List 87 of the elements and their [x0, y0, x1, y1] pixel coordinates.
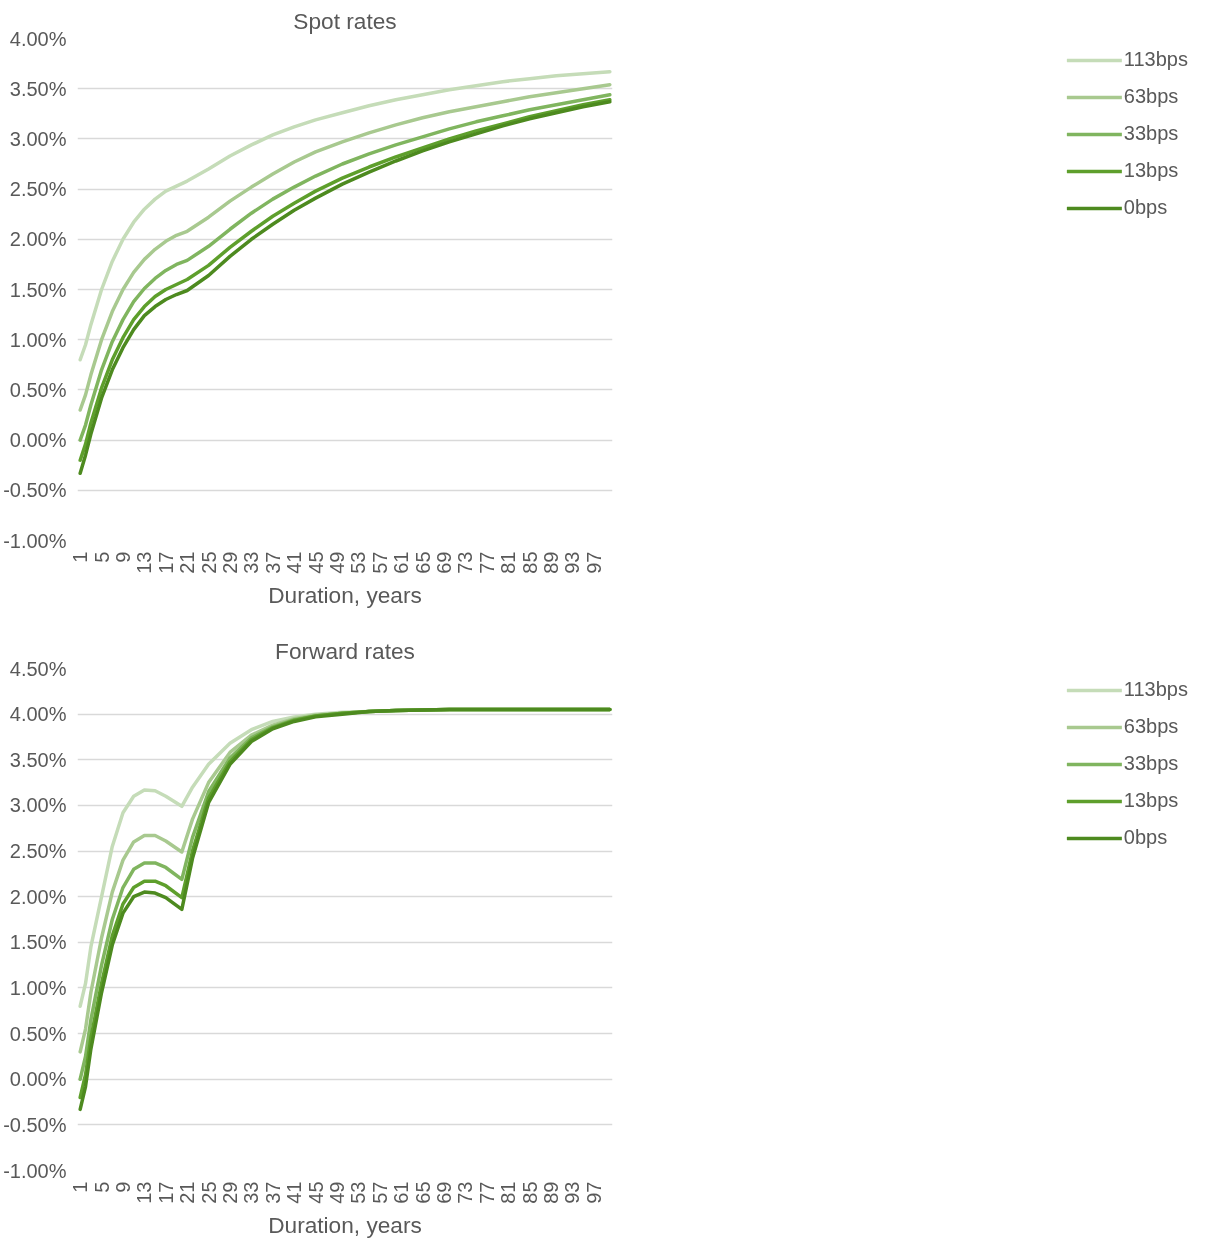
y-tick-label: 0.00%: [9, 429, 67, 452]
x-tick-label: 89: [539, 1181, 562, 1204]
x-tick-label: 1: [69, 1181, 92, 1193]
x-tick-label: 93: [561, 551, 584, 574]
x-tick-label: 49: [325, 1181, 348, 1204]
y-tick-label: 2.00%: [9, 228, 67, 251]
x-tick-label: 69: [432, 551, 455, 574]
x-tick-label: 13: [133, 1181, 156, 1204]
y-tick-label: 4.00%: [9, 27, 67, 50]
y-tick-label: 3.00%: [9, 127, 67, 150]
y-tick-label: 4.50%: [9, 657, 67, 680]
x-tick-label: 45: [304, 1181, 327, 1204]
x-tick-label: 13: [133, 551, 156, 574]
y-tick-label: 2.50%: [9, 178, 67, 201]
y-tick-label: 1.50%: [9, 278, 67, 301]
chart-title: Forward rates: [275, 637, 415, 664]
y-tick-label: 0.50%: [9, 378, 67, 401]
y-tick-label: 3.50%: [9, 748, 67, 771]
chart-title: Spot rates: [293, 7, 397, 34]
x-tick-label: 77: [475, 551, 498, 574]
legend-label: 13bps: [1123, 159, 1179, 182]
x-tick-label: 37: [261, 551, 284, 574]
x-tick-label: 81: [497, 1181, 520, 1204]
x-tick-label: 65: [411, 551, 434, 574]
y-tick-label: -1.00%: [3, 1159, 67, 1182]
y-tick-label: 0.00%: [9, 1068, 67, 1091]
y-tick-label: 1.50%: [9, 931, 67, 954]
y-tick-label: -0.50%: [3, 1113, 67, 1136]
x-tick-label: 33: [240, 1181, 263, 1204]
x-tick-label: 17: [154, 1181, 177, 1204]
legend-label: 33bps: [1123, 752, 1179, 775]
x-tick-label: 25: [197, 1181, 220, 1204]
x-tick-label: 21: [176, 551, 199, 574]
x-tick-label: 53: [347, 1181, 370, 1204]
x-tick-label: 65: [411, 1181, 434, 1204]
x-tick-label: 93: [561, 1181, 584, 1204]
y-tick-label: 3.00%: [9, 794, 67, 817]
x-tick-label: 49: [325, 551, 348, 574]
x-tick-label: 45: [304, 551, 327, 574]
x-tick-label: 25: [197, 551, 220, 574]
x-tick-label: 41: [283, 1181, 306, 1204]
x-tick-label: 97: [582, 551, 605, 574]
x-tick-label: 77: [475, 1181, 498, 1204]
legend-label: 13bps: [1123, 789, 1179, 812]
x-tick-label: 57: [368, 551, 391, 574]
legend-label: 113bps: [1123, 678, 1188, 701]
x-tick-label: 33: [240, 551, 263, 574]
y-tick-label: 0.50%: [9, 1022, 67, 1045]
x-tick-label: 61: [390, 1181, 413, 1204]
legend-label: 0bps: [1123, 196, 1168, 219]
x-tick-label: 69: [432, 1181, 455, 1204]
x-axis-title: Duration, years: [268, 581, 422, 608]
y-tick-label: -0.50%: [3, 479, 67, 502]
y-tick-label: 3.50%: [9, 77, 67, 100]
x-tick-label: 5: [90, 551, 113, 563]
x-tick-label: 73: [454, 1181, 477, 1204]
x-tick-label: 1: [69, 551, 92, 563]
legend-label: 63bps: [1123, 715, 1179, 738]
x-tick-label: 41: [283, 551, 306, 574]
x-tick-label: 9: [111, 1181, 134, 1193]
x-axis-title: Duration, years: [268, 1211, 422, 1238]
legend-label: 0bps: [1123, 826, 1168, 849]
x-tick-label: 73: [454, 551, 477, 574]
x-tick-label: 9: [111, 551, 134, 563]
x-tick-label: 81: [497, 551, 520, 574]
x-tick-label: 53: [347, 551, 370, 574]
x-tick-label: 57: [368, 1181, 391, 1204]
x-tick-label: 85: [518, 551, 541, 574]
y-tick-label: 1.00%: [9, 976, 67, 999]
x-tick-label: 61: [390, 551, 413, 574]
x-tick-label: 97: [582, 1181, 605, 1204]
legend-label: 63bps: [1123, 85, 1179, 108]
y-tick-label: 2.50%: [9, 840, 67, 863]
x-tick-label: 85: [518, 1181, 541, 1204]
legend-label: 113bps: [1123, 48, 1188, 71]
x-tick-label: 37: [261, 1181, 284, 1204]
x-tick-label: 29: [218, 1181, 241, 1204]
y-tick-label: 4.00%: [9, 703, 67, 726]
x-tick-label: 21: [176, 1181, 199, 1204]
x-tick-label: 5: [90, 1181, 113, 1193]
legend-label: 33bps: [1123, 122, 1179, 145]
y-tick-label: 1.00%: [9, 328, 67, 351]
x-tick-label: 29: [218, 551, 241, 574]
x-tick-label: 89: [539, 551, 562, 574]
y-tick-label: 2.00%: [9, 885, 67, 908]
y-tick-label: -1.00%: [3, 529, 67, 552]
x-tick-label: 17: [154, 551, 177, 574]
